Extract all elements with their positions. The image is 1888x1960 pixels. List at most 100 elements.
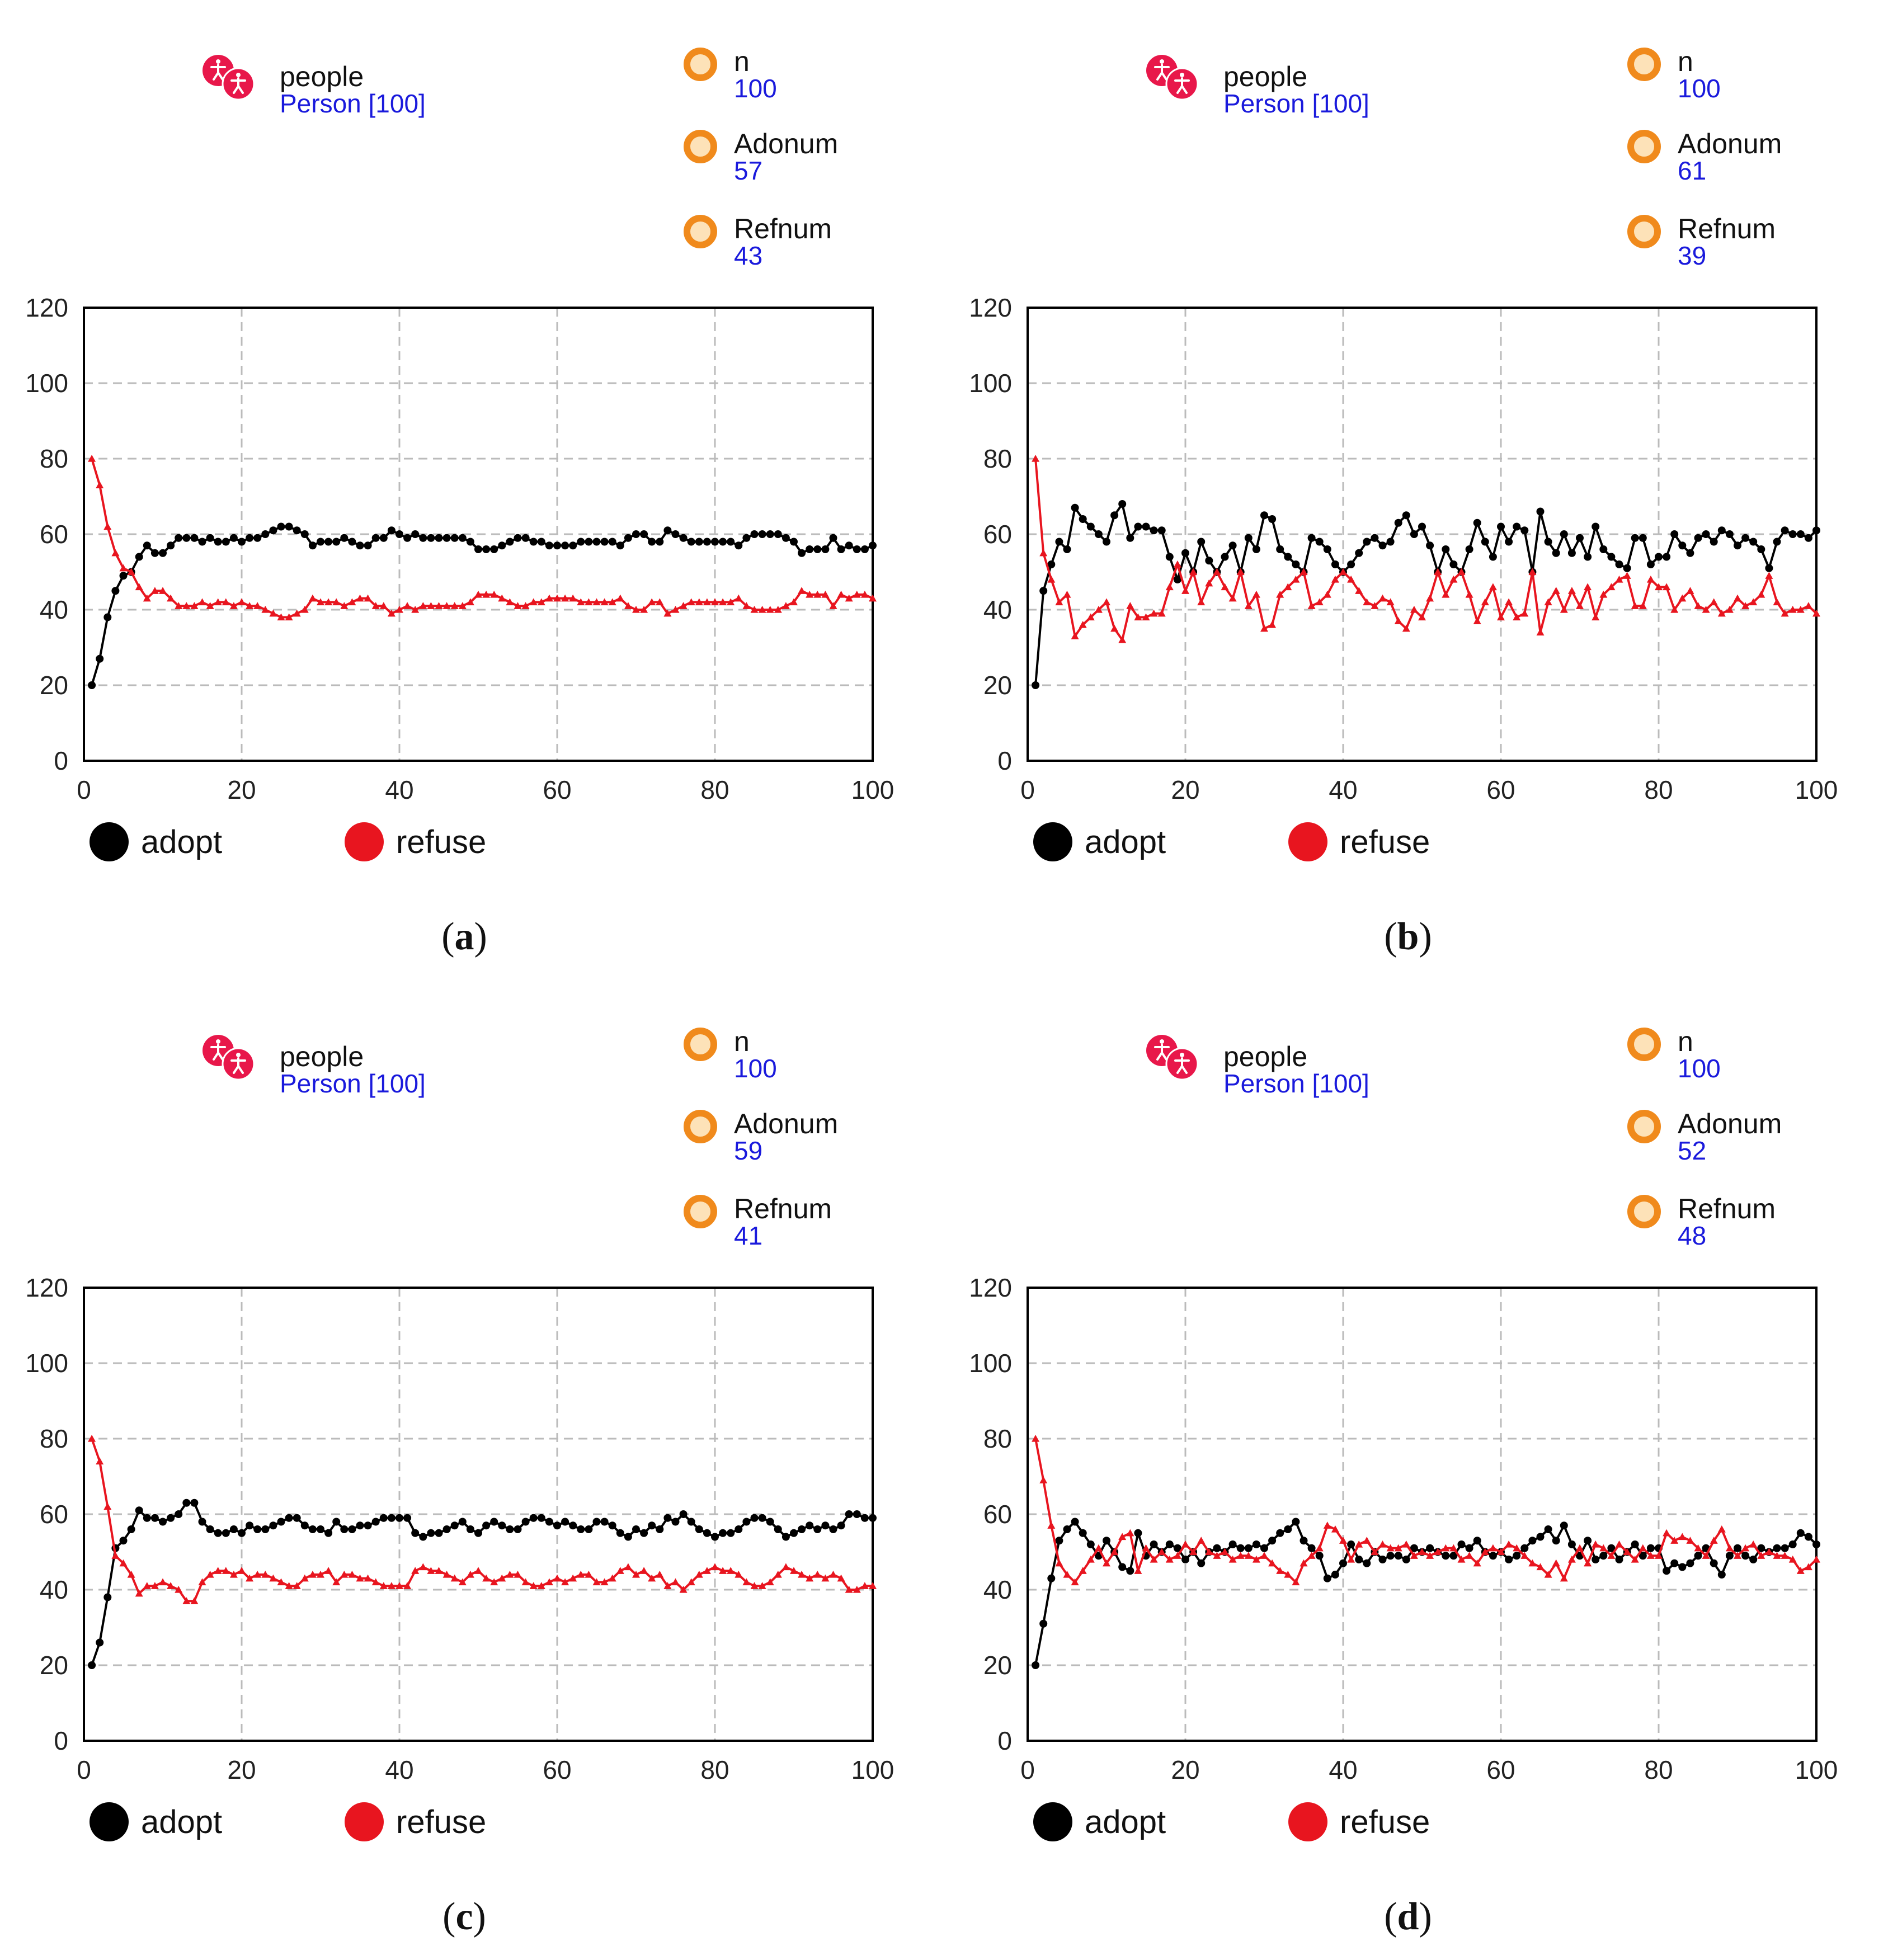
data-point-refuse	[1599, 591, 1608, 598]
data-point-adopt	[719, 538, 727, 546]
data-point-adopt	[1118, 1563, 1127, 1571]
data-point-refuse	[1592, 613, 1600, 621]
data-point-refuse	[853, 1586, 861, 1593]
data-point-adopt	[1655, 553, 1663, 561]
data-point-adopt	[1717, 526, 1726, 535]
monitor-n[interactable]: n 100	[1627, 42, 1829, 101]
legend-label-refuse: refuse	[396, 1804, 487, 1840]
data-point-refuse	[458, 1578, 467, 1586]
data-point-adopt	[293, 526, 301, 535]
y-tick-label: 120	[969, 1273, 1012, 1302]
data-point-refuse	[1631, 602, 1639, 609]
data-point-refuse	[1442, 1544, 1450, 1552]
y-tick-label: 40	[983, 595, 1012, 624]
monitor-icon	[1627, 1195, 1661, 1228]
monitor-refnum[interactable]: Refnum 41	[684, 1189, 885, 1248]
monitor-adonum[interactable]: Adonum 52	[1627, 1104, 1829, 1163]
data-point-refuse	[1410, 606, 1418, 613]
data-point-refuse	[624, 1563, 632, 1571]
legend-label-adopt: adopt	[141, 1804, 223, 1840]
monitor-icon	[1627, 48, 1661, 81]
data-point-refuse	[1465, 1552, 1473, 1559]
data-point-adopt	[253, 534, 262, 542]
data-point-adopt	[1260, 1544, 1268, 1552]
data-point-refuse	[1142, 613, 1150, 621]
data-point-adopt	[1804, 534, 1812, 542]
data-point-refuse	[679, 1586, 688, 1593]
monitor-adonum[interactable]: Adonum 57	[684, 124, 885, 185]
data-point-refuse	[1639, 602, 1647, 609]
legend-label-refuse: refuse	[1340, 824, 1430, 860]
monitor-value: 100	[734, 74, 777, 103]
data-point-adopt	[529, 1514, 538, 1522]
data-point-adopt	[1576, 534, 1584, 542]
data-point-adopt	[1371, 534, 1379, 542]
data-point-adopt	[490, 1518, 498, 1526]
data-point-refuse	[781, 602, 790, 609]
data-point-adopt	[261, 1525, 270, 1533]
data-point-refuse	[1749, 1540, 1758, 1548]
data-point-refuse	[1079, 1567, 1087, 1574]
data-point-adopt	[317, 538, 324, 546]
data-point-refuse	[482, 591, 491, 598]
data-point-refuse	[1639, 1544, 1647, 1552]
data-point-refuse	[269, 609, 277, 617]
data-point-refuse	[1741, 602, 1750, 609]
data-point-adopt	[703, 538, 711, 546]
data-point-adopt	[1623, 564, 1631, 572]
data-point-adopt	[758, 530, 766, 538]
data-point-refuse	[711, 1563, 719, 1571]
monitor-n[interactable]: n 100	[684, 1022, 885, 1081]
monitor-n[interactable]: n 100	[1627, 1022, 1829, 1083]
data-point-refuse	[1371, 1548, 1379, 1556]
monitor-adonum[interactable]: Adonum 61	[1627, 124, 1829, 183]
data-point-adopt	[419, 1533, 427, 1541]
y-tick-label: 0	[997, 746, 1012, 775]
data-point-refuse	[790, 1567, 798, 1574]
monitor-adonum[interactable]: Adonum 59	[684, 1104, 885, 1163]
people-icon	[1146, 55, 1199, 101]
data-point-refuse	[1631, 1556, 1639, 1563]
x-tick-label: 80	[1644, 1755, 1673, 1784]
data-point-refuse	[837, 1574, 845, 1582]
data-point-refuse	[1678, 1533, 1687, 1540]
data-point-adopt	[1173, 576, 1181, 583]
data-point-refuse	[308, 594, 317, 602]
monitor-n[interactable]: n 100	[684, 42, 885, 103]
data-point-refuse	[561, 594, 569, 602]
data-point-adopt	[1197, 1559, 1206, 1567]
data-point-refuse	[135, 1589, 143, 1597]
data-point-adopt	[1197, 538, 1206, 546]
data-point-adopt	[1442, 1552, 1450, 1560]
data-point-adopt	[1410, 530, 1418, 538]
monitor-refnum[interactable]: Refnum 39	[1627, 209, 1829, 268]
data-point-refuse	[1615, 576, 1623, 583]
data-point-adopt	[364, 541, 372, 550]
monitor-refnum[interactable]: Refnum 48	[1627, 1189, 1829, 1248]
data-point-adopt	[103, 1593, 112, 1601]
data-point-adopt	[1773, 538, 1781, 546]
data-point-refuse	[1157, 609, 1166, 617]
monitor-value: 57	[734, 156, 763, 185]
data-point-adopt	[569, 1521, 577, 1530]
data-point-adopt	[1228, 541, 1237, 550]
data-point-adopt	[1252, 1540, 1260, 1548]
data-point-refuse	[1150, 1556, 1158, 1563]
data-point-refuse	[498, 594, 506, 602]
data-point-refuse	[1497, 613, 1505, 621]
y-tick-label: 100	[25, 369, 68, 398]
y-tick-label: 100	[969, 369, 1012, 398]
data-point-refuse	[498, 1574, 506, 1582]
data-point-adopt	[96, 1638, 104, 1647]
data-point-adopt	[790, 538, 798, 546]
data-point-adopt	[324, 1529, 333, 1537]
monitor-refnum[interactable]: Refnum 43	[684, 209, 885, 268]
monitor-value: 100	[1678, 1054, 1721, 1083]
data-point-adopt	[1812, 1540, 1820, 1548]
data-point-adopt	[632, 1525, 640, 1533]
data-point-refuse	[1804, 602, 1812, 609]
data-point-adopt	[758, 1514, 766, 1522]
data-point-adopt	[167, 541, 175, 550]
data-point-refuse	[1528, 1559, 1537, 1567]
data-point-refuse	[387, 1582, 396, 1589]
